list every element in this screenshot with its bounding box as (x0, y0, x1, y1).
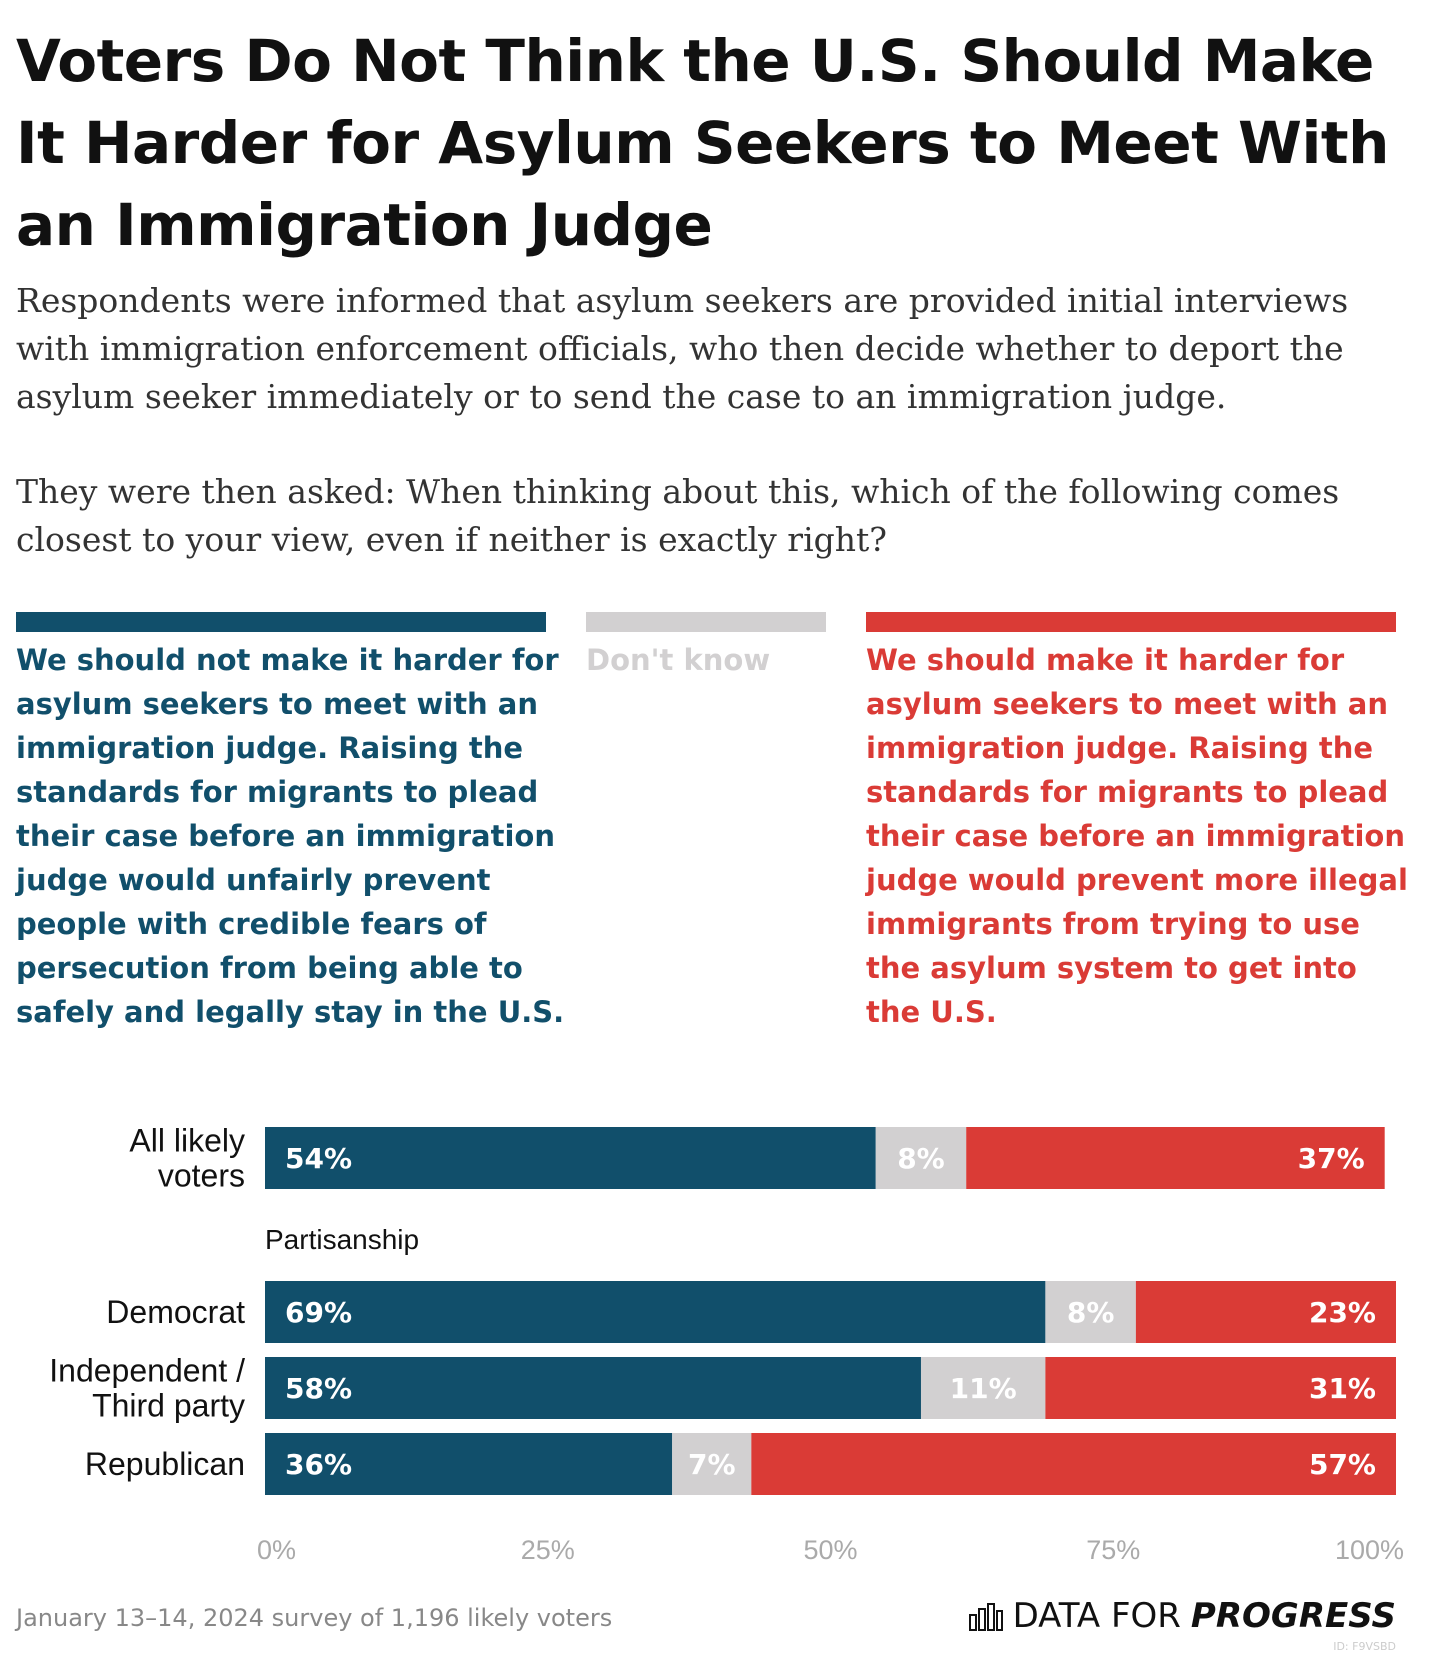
x-tick-label: 25% (521, 1535, 575, 1565)
value-label-republican-harder: 57% (1309, 1448, 1376, 1481)
legend-label-not-harder: We should not make it harder for asylum … (16, 643, 565, 1029)
value-label-republican-dont-know: 7% (688, 1448, 736, 1481)
value-label-democrat-dont-know: 8% (1067, 1296, 1115, 1329)
value-label-all-likely-voters-harder: 37% (1298, 1142, 1365, 1175)
value-label-independent-third-party-harder: 31% (1309, 1372, 1376, 1405)
legend-swatch-dont-know (586, 612, 826, 632)
brand-name-bold: PROGRESS (1190, 1596, 1396, 1636)
chart-subtitle-context: Respondents were informed that asylum se… (16, 281, 1349, 416)
bar-democrat-not-harder (265, 1281, 1046, 1343)
bar-republican-not-harder (265, 1433, 673, 1495)
value-label-democrat-not-harder: 69% (285, 1296, 352, 1329)
brand-logo: DATA FOR PROGRESS (968, 1596, 1396, 1636)
chart-id: ID: F9VSBD (1333, 1640, 1396, 1653)
category-label-all-likely-voters: All likely voters (129, 1123, 245, 1194)
value-label-independent-third-party-dont-know: 11% (950, 1372, 1017, 1405)
legend-swatch-not-harder (16, 612, 546, 632)
legend-label-harder: We should make it harder for asylum seek… (866, 643, 1408, 1029)
x-tick-label: 75% (1086, 1535, 1140, 1565)
chart-subtitle-question: They were then asked: When thinking abou… (16, 472, 1340, 559)
bar-republican-dont-know (672, 1433, 752, 1495)
category-label-republican: Republican (85, 1446, 245, 1482)
value-label-all-likely-voters-not-harder: 54% (285, 1142, 352, 1175)
value-label-independent-third-party-not-harder: 58% (285, 1372, 352, 1405)
bar-republican-harder (751, 1433, 1396, 1495)
category-label-democrat: Democrat (106, 1294, 245, 1330)
bar-democrat-harder (1135, 1281, 1396, 1343)
brand-name-regular: DATA FOR (1012, 1596, 1181, 1636)
legend-label-dont-know: Don't know (586, 643, 771, 677)
group-label-partisanship: Partisanship (265, 1224, 419, 1255)
bar-independent-third-party-dont-know (920, 1357, 1046, 1419)
bar-all-likely-voters-not-harder (265, 1127, 876, 1189)
legend-swatch-harder (866, 612, 1396, 632)
value-label-democrat-harder: 23% (1309, 1296, 1376, 1329)
bar-independent-third-party-not-harder (265, 1357, 921, 1419)
x-tick-label: 50% (803, 1535, 857, 1565)
value-label-all-likely-voters-dont-know: 8% (897, 1142, 945, 1175)
x-tick-label: 0% (257, 1535, 296, 1565)
bar-independent-third-party-harder (1045, 1357, 1396, 1419)
bar-all-likely-voters-dont-know (875, 1127, 967, 1189)
x-tick-label: 100% (1335, 1535, 1404, 1565)
category-label-independent-third-party: Independent / Third party (49, 1353, 245, 1424)
value-label-republican-not-harder: 36% (285, 1448, 352, 1481)
bar-democrat-dont-know (1045, 1281, 1136, 1343)
bar-all-likely-voters-harder (966, 1127, 1385, 1189)
bar-chart-icon (968, 1603, 1003, 1631)
stacked-bar-chart: All likely voters 54% 8% 37% Democrat 69% 8% 23%… (49, 1123, 1404, 1566)
survey-note: January 13–14, 2024 survey of 1,196 like… (16, 1604, 613, 1632)
chart-title: Voters Do Not Think the U.S. Should Make… (16, 27, 1389, 259)
